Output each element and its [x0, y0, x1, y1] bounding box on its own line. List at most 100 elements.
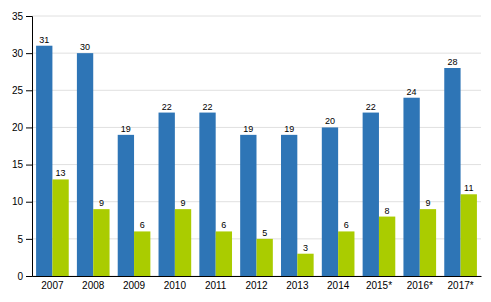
data-label: 20 — [325, 116, 335, 126]
y-axis: 0 5 10 15 20 25 30 35 — [12, 11, 33, 282]
x-tick: 2011 — [205, 280, 227, 291]
data-label: 8 — [385, 206, 390, 216]
bar — [118, 135, 134, 276]
y-tick-label: 0 — [17, 271, 23, 282]
bar — [36, 46, 52, 276]
bar — [322, 127, 338, 276]
y-tick-mark — [26, 202, 32, 203]
x-tick-label: 2010 — [164, 280, 187, 291]
data-label: 22 — [366, 102, 376, 112]
y-tick-label: 25 — [12, 85, 24, 96]
bar — [52, 179, 68, 276]
bar — [216, 231, 232, 276]
y-tick: 20 — [12, 122, 32, 133]
x-tick: 2012 — [245, 280, 268, 291]
data-labels: 31301922221919202224281396965368911 — [39, 35, 473, 253]
data-label: 11 — [464, 183, 473, 193]
y-tick-mark — [26, 90, 32, 91]
x-tick-label: 2017* — [448, 280, 474, 291]
bar — [175, 209, 191, 276]
bar — [338, 231, 354, 276]
y-tick-label: 35 — [12, 11, 24, 22]
x-axis-line — [33, 276, 482, 277]
x-tick: 2014 — [327, 280, 350, 291]
y-tick-mark — [26, 127, 32, 128]
x-tick-label: 2013 — [286, 280, 309, 291]
data-label: 9 — [99, 198, 104, 208]
x-tick: 2009 — [123, 280, 146, 291]
bar — [257, 239, 273, 276]
x-tick-label: 2007 — [41, 280, 64, 291]
bar — [240, 135, 256, 276]
x-tick-label: 2015* — [366, 280, 392, 291]
data-label: 6 — [221, 220, 226, 230]
y-tick: 5 — [17, 234, 32, 245]
x-tick: 2015* — [366, 280, 392, 291]
y-tick: 25 — [12, 85, 32, 96]
y-tick: 15 — [12, 159, 32, 170]
grid — [32, 16, 481, 276]
data-label: 13 — [56, 168, 66, 178]
x-tick-label: 2009 — [123, 280, 146, 291]
x-axis: 2007 2008 2009 2010 2011 2012 2013 2014 2015* 201… — [33, 277, 482, 292]
bar-series — [36, 46, 461, 276]
bar — [77, 53, 93, 276]
data-label: 24 — [407, 87, 417, 97]
data-label: 22 — [162, 102, 172, 112]
x-tick-label: 2012 — [245, 280, 268, 291]
x-tick-label: 2016* — [407, 280, 433, 291]
bar — [93, 209, 109, 276]
x-tick: 2008 — [82, 280, 105, 291]
bar — [403, 98, 419, 276]
chart: 0510152025303520072008200920102011201220… — [0, 0, 491, 302]
bar — [420, 209, 436, 276]
data-label: 28 — [447, 57, 457, 67]
bar — [281, 135, 297, 276]
y-tick-mark — [26, 53, 32, 54]
y-tick-mark — [26, 276, 32, 277]
data-label: 6 — [140, 220, 145, 230]
data-label: 19 — [121, 124, 131, 134]
y-tick-label: 30 — [12, 48, 24, 59]
bar — [379, 217, 395, 276]
grid-line — [32, 16, 481, 17]
x-tick: 2007 — [41, 280, 64, 291]
y-tick: 10 — [12, 196, 32, 207]
y-tick: 30 — [12, 48, 32, 59]
y-tick-label: 15 — [12, 159, 24, 170]
data-label: 19 — [243, 124, 253, 134]
bars — [36, 46, 477, 276]
bar-series — [52, 179, 477, 276]
y-tick-mark — [26, 16, 32, 17]
data-label: 30 — [80, 42, 90, 52]
x-tick: 2010 — [164, 280, 187, 291]
y-tick-mark — [26, 239, 32, 240]
data-label: 6 — [344, 220, 349, 230]
bar — [363, 113, 379, 276]
y-tick-label: 20 — [12, 122, 24, 133]
x-tick: 2017* — [448, 280, 474, 291]
data-label: 19 — [284, 124, 294, 134]
y-tick: 35 — [12, 11, 32, 22]
data-label: 5 — [262, 228, 267, 238]
y-tick-mark — [26, 165, 32, 166]
data-label: 9 — [425, 198, 430, 208]
data-label: 22 — [203, 102, 213, 112]
y-axis-line — [26, 17, 33, 277]
bar — [159, 113, 175, 276]
bar — [444, 68, 460, 276]
x-tick: 2016* — [407, 280, 433, 291]
data-label: 3 — [303, 243, 308, 253]
grid-line — [32, 53, 481, 54]
bar — [134, 231, 150, 276]
y-tick-label: 5 — [17, 234, 23, 245]
bar — [461, 194, 477, 276]
bar — [297, 254, 313, 276]
data-label: 31 — [39, 35, 49, 45]
y-tick: 0 — [17, 271, 32, 282]
plot: 0510152025303520072008200920102011201220… — [12, 11, 482, 291]
x-tick-label: 2011 — [205, 280, 227, 291]
x-tick-label: 2014 — [327, 280, 350, 291]
x-tick-label: 2008 — [82, 280, 105, 291]
bar — [199, 113, 215, 276]
